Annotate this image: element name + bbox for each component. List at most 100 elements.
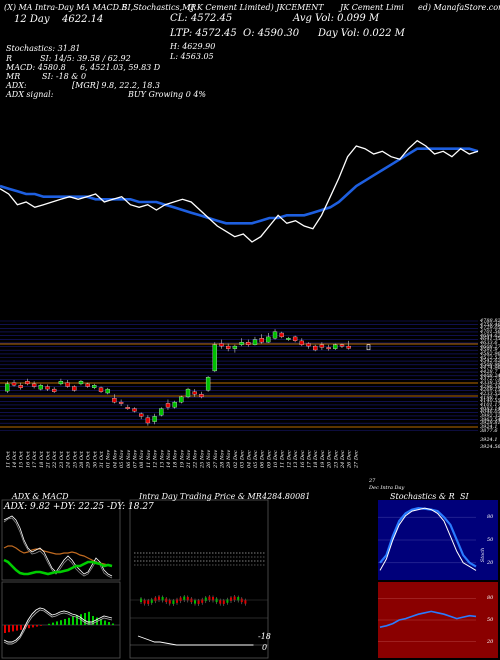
x-tick-label: 21 Oct (46, 450, 52, 469)
candle-body (239, 342, 244, 345)
x-tick-label: 30 Oct (92, 450, 98, 468)
y-tick-label: 4474.96 (480, 365, 500, 372)
x-tick-label: 16 Oct (25, 450, 31, 468)
candle-body (11, 382, 17, 386)
signal-line (3, 609, 113, 645)
candle-body (72, 386, 77, 391)
x-tick-label: 28 Nov (220, 450, 226, 469)
buy-signal: BUY Growing 0 4% (128, 90, 207, 99)
x-tick-label: 27 Nov (213, 450, 219, 469)
candle-body (18, 385, 23, 388)
candle-body (205, 377, 211, 391)
y-tick-label: 4101.17 (480, 401, 500, 408)
stoch-d-line (379, 507, 477, 571)
candle-body (259, 338, 264, 343)
intraday-frame (129, 499, 269, 659)
intraday-candle (215, 598, 218, 603)
header-title-2: SI,Stochastics,MR (122, 3, 197, 12)
si-summary: SI: 14/5: 39.58 / 62.92 (40, 54, 131, 63)
macd-histogram-bar (16, 625, 18, 631)
candle-body (333, 344, 338, 349)
y-tick-label: 4701.56 (480, 328, 500, 335)
intraday-candle (230, 597, 232, 602)
date-axis: 11 Oct 14 Oct 15 Oct 16 Oct 17 Oct 18 Oct 21 O… (5, 450, 359, 469)
x-tick-label: 06 Nov (126, 450, 132, 468)
y-tick-label: 3877.6 (480, 427, 498, 434)
stoch-panel-title: Stochastics & R (390, 492, 455, 501)
macd-histogram-bar (8, 625, 10, 633)
candle-body (313, 345, 318, 351)
y-tick-label: 4684.62 (480, 332, 500, 339)
macd-histogram-bar (28, 625, 30, 629)
gap-label: 12 Day (14, 14, 50, 25)
macd-histogram-bar (36, 625, 38, 627)
candle-body (25, 381, 30, 385)
candle-body (219, 343, 224, 347)
y-tick-label: 4591.9 (480, 347, 498, 354)
x-tick-label: 18 Oct (39, 450, 45, 468)
y-tick-label: 4269.15 (480, 387, 500, 394)
y-bottom-label: 3924.56 (480, 444, 500, 450)
intraday-candle (176, 599, 178, 603)
intraday-candle (183, 596, 186, 601)
mr-label: MR (6, 72, 21, 81)
candle-body (5, 383, 10, 392)
last-candle-marker (366, 344, 371, 351)
x-tick-label: 01 Nov (106, 450, 112, 468)
y-tick-label: 4296.59 (480, 383, 500, 390)
intraday-candle (201, 599, 204, 603)
y-tick-label: 3992.32 (480, 412, 500, 419)
stoch-tick-label: 50 (487, 537, 494, 543)
x-tick-label: 07 Nov (133, 450, 139, 468)
intraday-candle (154, 597, 157, 602)
header-title-5: ed) ManafaStore.com (418, 3, 500, 12)
intraday-candle (179, 597, 182, 602)
intraday-candle (222, 600, 225, 604)
y-tick-label: 4372.73 (480, 376, 500, 383)
x-tick-label: 25 Nov (199, 450, 205, 469)
intraday-candle (244, 600, 247, 604)
price-ma-chart (0, 139, 479, 243)
intraday-candle (212, 596, 214, 601)
x-tick-label: 29 Oct (86, 450, 92, 469)
intraday-candle (219, 600, 222, 604)
x-tick-label: 21 Nov (186, 450, 192, 469)
gap-value: 4622.14 (62, 14, 104, 25)
candle-body (31, 383, 37, 387)
rsi-tick-label: 80 (487, 595, 494, 602)
x-tick-label: 17 Oct (32, 450, 38, 468)
intraday-candle (194, 600, 196, 604)
candle-body (266, 336, 271, 343)
intraday-candle (240, 598, 243, 603)
candle-body (179, 396, 184, 403)
macd-histogram-bar (112, 623, 114, 625)
candle-body (52, 388, 57, 392)
low-value: L: 4563.05 (170, 52, 214, 61)
candle-body (346, 345, 351, 349)
adx-macd-panel (1, 499, 121, 659)
candle-body (212, 344, 217, 372)
x-tick-label: 04 Nov (112, 450, 118, 468)
x-tick-label: 14 Nov (166, 450, 172, 468)
ma-line (0, 147, 479, 225)
x-tick-label: 04 Dec (246, 450, 252, 468)
candle-body (159, 408, 164, 416)
intraday-candle (237, 597, 240, 601)
macd-line (3, 607, 113, 643)
x-tick-label: 18 Nov (173, 450, 179, 468)
x-tick-label: 31 Oct (99, 450, 105, 468)
x-tick-label: 11 Oct (5, 450, 11, 468)
macd-histogram-bar (68, 617, 70, 625)
date-note: 27 (369, 478, 376, 484)
intraday-candle (226, 599, 229, 603)
avg-volume: Avg Vol: 0.099 M (293, 13, 380, 24)
y-tick-label: 4641.35 (480, 336, 500, 343)
intraday-candle (161, 596, 164, 601)
adx-green-line (3, 558, 113, 576)
x-tick-label: 14 Oct (12, 450, 18, 468)
x-tick-label: 03 Dec (240, 450, 246, 468)
x-tick-label: 11 Dec (280, 450, 286, 468)
macd-histogram-bar (84, 613, 86, 625)
macd-histogram-bar (76, 615, 78, 625)
